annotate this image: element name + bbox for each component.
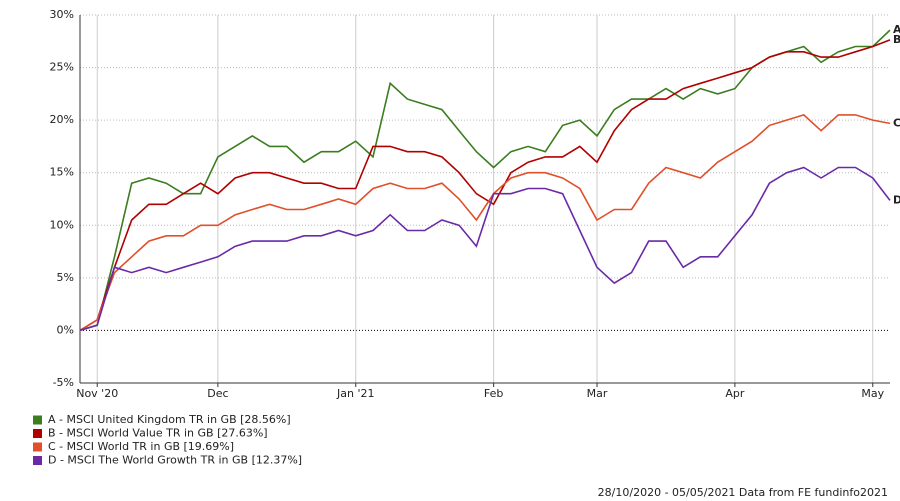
legend-swatch [33, 415, 42, 425]
series-line [79, 166, 891, 332]
x-tick-label: Nov '20 [76, 387, 118, 400]
legend-label: B - MSCI World Value TR in GB [27.63%] [48, 427, 268, 440]
series-line [79, 114, 891, 332]
legend-label: A - MSCI United Kingdom TR in GB [28.56%… [48, 413, 291, 426]
y-tick-label: -5% [53, 376, 74, 389]
legend-label: C - MSCI World TR in GB [19.69%] [48, 440, 234, 453]
y-tick-label: 10% [50, 218, 74, 231]
y-tick-label: 30% [50, 8, 74, 21]
y-tick-label: 5% [57, 271, 74, 284]
x-tick-label: Jan '21 [336, 387, 374, 400]
footer: 28/10/2020 - 05/05/2021 Data from FE fun… [598, 486, 888, 499]
legend-swatch [33, 429, 42, 438]
legend-swatch [33, 442, 42, 452]
end-label: B [893, 33, 900, 46]
y-tick-label: 25% [50, 61, 74, 74]
x-tick-label: May [861, 387, 884, 400]
legend-label: D - MSCI The World Growth TR in GB [12.3… [48, 454, 302, 467]
x-tick-label: Dec [207, 387, 228, 400]
series-line [79, 39, 891, 332]
x-tick-label: Apr [725, 387, 745, 400]
end-label: C [893, 116, 900, 129]
y-tick-label: 0% [57, 323, 74, 336]
x-tick-label: Mar [587, 387, 608, 400]
x-tick-label: Feb [484, 387, 503, 400]
end-label: D [893, 193, 900, 206]
series-line [79, 29, 891, 332]
y-tick-label: 20% [50, 113, 74, 126]
y-tick-label: 15% [50, 166, 74, 179]
end-label: A [893, 23, 900, 36]
legend-swatch [33, 456, 42, 465]
